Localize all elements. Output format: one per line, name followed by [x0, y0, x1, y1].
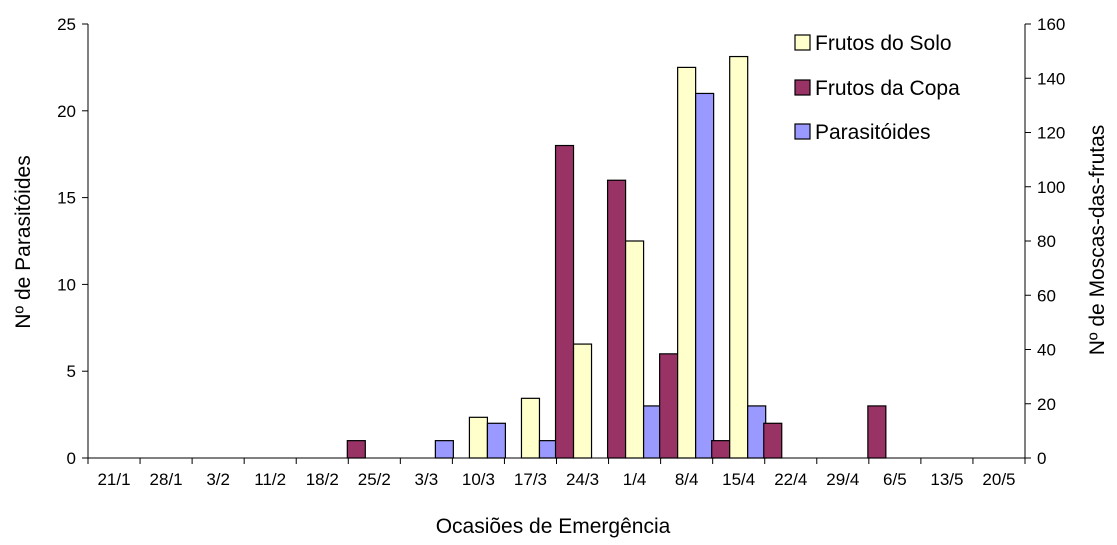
bar-parasit-ides-15-4: [747, 405, 767, 459]
y-right-tick-label: 20: [1037, 395, 1056, 414]
x-tick-label: 25/2: [358, 470, 391, 489]
legend-swatch-frutos-do-solo: [794, 34, 811, 51]
bar-frutos-do-solo-10-3: [468, 416, 489, 459]
bar-frutos-do-solo-8-4: [677, 66, 697, 459]
x-tick-label: 8/4: [675, 470, 699, 489]
legend: Frutos do Solo Frutos da Copa Parasitóides: [794, 32, 960, 144]
x-tick-label: 20/5: [982, 470, 1015, 489]
y-right-tick-label: 120: [1037, 124, 1065, 143]
bar-frutos-do-solo-1-4: [624, 240, 645, 459]
y-left-tick-label: 25: [57, 15, 76, 34]
bar-frutos-do-solo-24-3: [572, 343, 593, 459]
y-left-tick-label: 15: [57, 189, 76, 208]
x-tick-label: 24/3: [566, 470, 599, 489]
x-tick-label: 10/3: [462, 470, 495, 489]
y-left-tick-label: 5: [67, 362, 76, 381]
x-tick-label: 3/3: [415, 470, 439, 489]
x-tick-label: 18/2: [306, 470, 339, 489]
bar-parasit-ides-1-4: [642, 405, 663, 459]
x-tick-label: 1/4: [623, 470, 647, 489]
y-right-tick-label: 60: [1037, 286, 1056, 305]
x-axis-title: Ocasiões de Emergência: [436, 515, 671, 538]
bars-layer: [346, 55, 887, 459]
x-tick-label: 29/4: [826, 470, 859, 489]
bar-frutos-da-copa-25-2: [346, 440, 366, 459]
x-tick-label: 13/5: [930, 470, 963, 489]
bar-frutos-da-copa-6-5: [867, 405, 887, 459]
x-tick-label: 6/5: [883, 470, 907, 489]
x-tick-label: 22/4: [774, 470, 807, 489]
y-right-tick-label: 40: [1037, 341, 1056, 360]
bar-frutos-da-copa-1-4: [606, 179, 627, 459]
bar-frutos-da-copa-24-3: [554, 144, 575, 459]
y-axis-left-title: Nº de Parasitóides: [12, 155, 35, 328]
x-tick-label: 17/3: [514, 470, 547, 489]
legend-label-frutos-da-copa: Frutos da Copa: [815, 77, 960, 100]
bar-parasit-ides-8-4: [695, 92, 715, 459]
y-right-tick-label: 100: [1037, 178, 1065, 197]
x-tick-label: 21/1: [97, 470, 130, 489]
y-axis-right-title: Nº de Moscas-das-frutas: [1086, 125, 1109, 356]
y-right-tick-label: 140: [1037, 69, 1065, 88]
legend-label-frutos-do-solo: Frutos do Solo: [815, 32, 952, 55]
x-tick-label: 3/2: [206, 470, 230, 489]
y-left-tick-label: 10: [57, 275, 76, 294]
bar-frutos-da-copa-8-4: [659, 353, 679, 459]
x-tick-label: 11/2: [254, 470, 286, 489]
legend-label-parasit-ides: Parasitóides: [815, 121, 931, 144]
legend-swatch-parasit-ides: [794, 123, 811, 140]
y-left-tick-label: 0: [67, 449, 76, 468]
bar-parasit-ides-3-3: [434, 440, 454, 459]
x-tick-label: 28/1: [150, 470, 183, 489]
y-right-tick-label: 160: [1037, 15, 1065, 34]
bar-frutos-da-copa-15-4: [711, 440, 731, 459]
bar-parasit-ides-10-3: [486, 422, 507, 459]
bar-frutos-do-solo-15-4: [729, 55, 749, 459]
x-tick-label: 15/4: [722, 470, 755, 489]
y-right-tick-label: 0: [1037, 449, 1046, 468]
legend-swatch-frutos-da-copa: [794, 79, 811, 96]
y-right-tick-label: 80: [1037, 232, 1056, 251]
bar-frutos-do-solo-17-3: [520, 397, 541, 459]
y-left-tick-label: 20: [57, 102, 76, 121]
bar-parasit-ides-17-3: [538, 440, 559, 459]
bar-frutos-da-copa-22-4: [763, 422, 783, 459]
ticks-layer: 0 5 10 15 20 25 0 20 40 60 80 100 120 140 160 21/1 28/1 3…: [57, 15, 1065, 489]
